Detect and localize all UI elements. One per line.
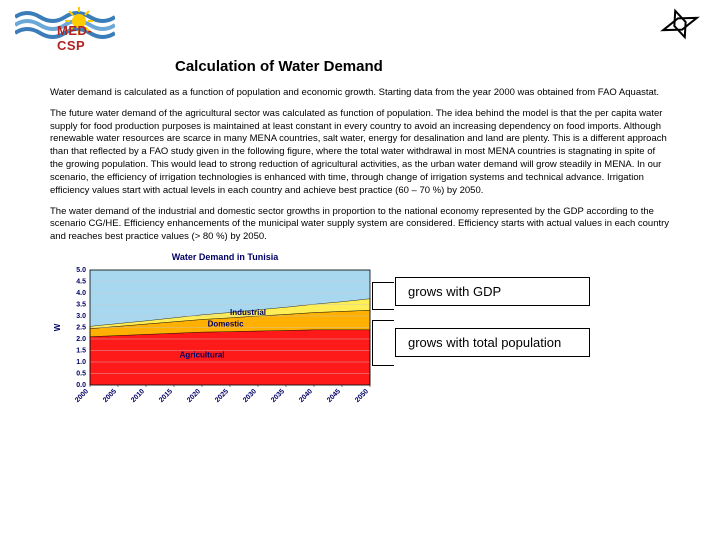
svg-text:3.5: 3.5 bbox=[76, 301, 86, 308]
svg-text:2.5: 2.5 bbox=[76, 324, 86, 331]
svg-text:4.0: 4.0 bbox=[76, 290, 86, 297]
svg-text:5.0: 5.0 bbox=[76, 267, 86, 274]
connector-2 bbox=[372, 320, 394, 366]
svg-text:2.0: 2.0 bbox=[76, 336, 86, 343]
svg-text:0.5: 0.5 bbox=[76, 370, 86, 377]
connector-1 bbox=[372, 282, 394, 310]
svg-text:1.5: 1.5 bbox=[76, 347, 86, 354]
svg-text:2025: 2025 bbox=[214, 388, 230, 404]
paragraph-3: The water demand of the industrial and d… bbox=[50, 206, 670, 244]
water-demand-chart: Water Demand in Tunisia 0.00.51.01.52.02… bbox=[50, 252, 380, 417]
paragraph-2: The future water demand of the agricultu… bbox=[50, 108, 670, 198]
paragraph-1: Water demand is calculated as a function… bbox=[50, 87, 670, 100]
svg-text:3.0: 3.0 bbox=[76, 313, 86, 320]
svg-text:2035: 2035 bbox=[270, 388, 286, 404]
svg-text:4.5: 4.5 bbox=[76, 278, 86, 285]
svg-text:2050: 2050 bbox=[354, 388, 370, 404]
chart-area: Water Demand in Tunisia 0.00.51.01.52.02… bbox=[50, 252, 670, 427]
svg-text:2005: 2005 bbox=[102, 388, 118, 404]
svg-text:1.0: 1.0 bbox=[76, 359, 86, 366]
svg-text:Agricultural: Agricultural bbox=[180, 350, 225, 359]
svg-text:2045: 2045 bbox=[326, 388, 342, 404]
svg-text:2020: 2020 bbox=[186, 388, 202, 404]
dlr-icon bbox=[658, 8, 702, 40]
med-csp-logo: MED-CSP bbox=[15, 5, 115, 50]
dlr-logo bbox=[658, 8, 702, 45]
svg-text:2010: 2010 bbox=[130, 388, 146, 404]
annotations: grows with GDP grows with total populati… bbox=[395, 277, 590, 379]
svg-text:2015: 2015 bbox=[158, 388, 174, 404]
annotation-gdp: grows with GDP bbox=[395, 277, 590, 306]
logo-text: MED-CSP bbox=[57, 23, 115, 53]
header: MED-CSP bbox=[0, 0, 720, 50]
svg-text:Domestic: Domestic bbox=[208, 319, 245, 328]
svg-text:2030: 2030 bbox=[242, 388, 258, 404]
page-title: Calculation of Water Demand bbox=[175, 58, 720, 75]
area-chart-svg: 0.00.51.01.52.02.53.03.54.04.55.02000200… bbox=[50, 265, 380, 415]
svg-text:2040: 2040 bbox=[298, 388, 314, 404]
chart-title: Water Demand in Tunisia bbox=[70, 252, 380, 262]
svg-text:W: W bbox=[53, 323, 62, 331]
annotation-population: grows with total population bbox=[395, 328, 590, 357]
svg-text:2000: 2000 bbox=[74, 388, 90, 404]
svg-text:Industrial: Industrial bbox=[230, 308, 266, 317]
content-area: Water demand is calculated as a function… bbox=[0, 75, 720, 427]
